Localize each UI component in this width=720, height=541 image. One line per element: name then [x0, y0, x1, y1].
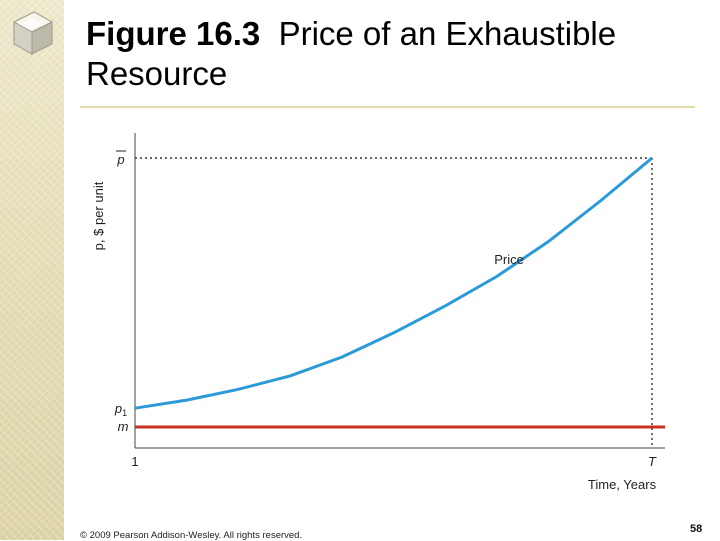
p1-label: p1: [114, 401, 127, 418]
sidebar-texture: [0, 0, 64, 540]
y-axis-label: p, $ per unit: [91, 181, 106, 250]
x-tick-1: 1: [131, 454, 138, 469]
x-axis-label: Time, Years: [588, 477, 657, 492]
p1-subscript: 1: [122, 408, 127, 418]
p-bar-label: p: [116, 152, 124, 167]
x-tick-t: T: [648, 454, 657, 469]
page-number: 58: [690, 523, 703, 535]
sidebar-decoration: [0, 0, 64, 540]
title-text: Price of an Exhaustible Resource: [86, 15, 617, 92]
price-annotation: Price: [494, 252, 524, 267]
price-chart: p, $ per unit p p1 m 1 T Time, Years Pri…: [91, 133, 665, 492]
m-label: m: [118, 419, 129, 434]
glass-cube-icon: [12, 11, 54, 55]
p1-main: p: [114, 401, 122, 416]
copyright-notice: © 2009 Pearson Addison-Wesley. All right…: [80, 530, 303, 541]
slide-title: Figure 16.3 Price of an Exhaustible Reso…: [86, 14, 706, 94]
p-bar-marker: p: [116, 150, 126, 167]
title-divider: [80, 106, 695, 108]
price-curve: [134, 156, 653, 410]
figure-label: Figure 16.3: [86, 15, 261, 52]
